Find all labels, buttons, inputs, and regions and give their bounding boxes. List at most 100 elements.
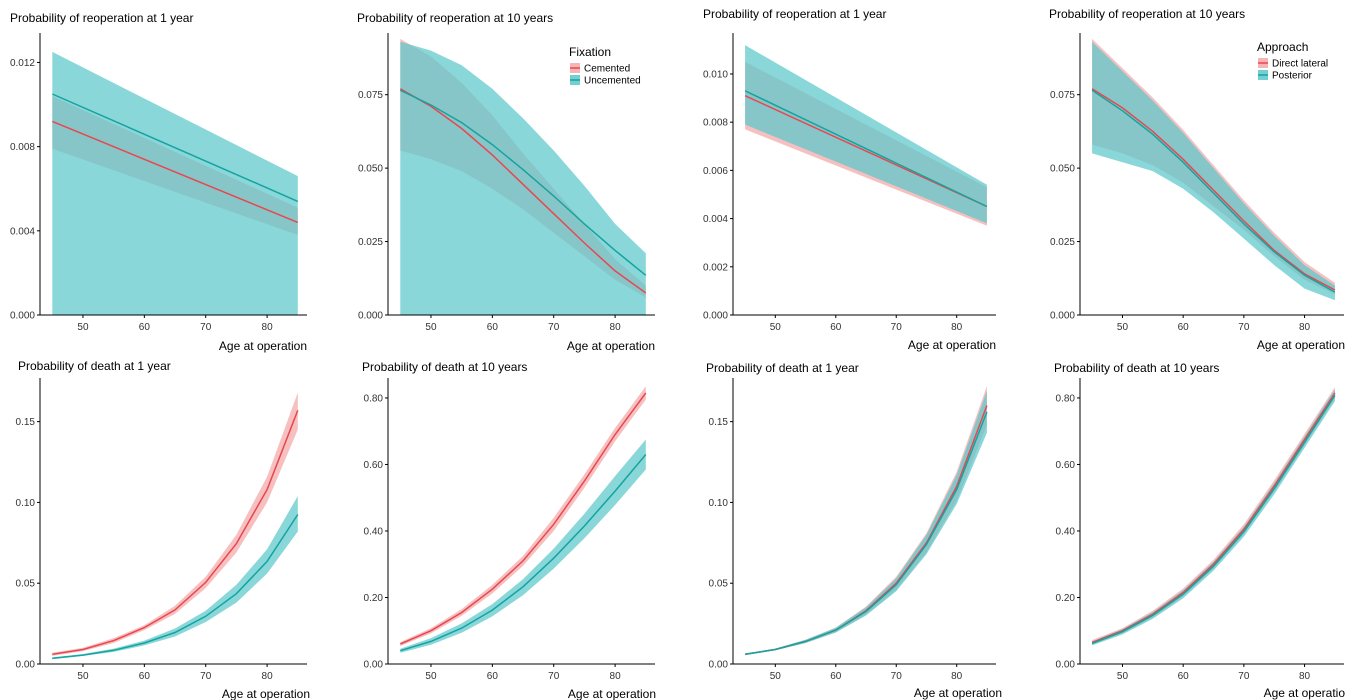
x-tick-label: 50 <box>425 322 437 333</box>
x-tick-label: 70 <box>891 322 903 333</box>
y-tick-label: 0.025 <box>358 237 383 248</box>
series-line-posterior <box>744 90 988 208</box>
ci-band-cemented <box>52 392 298 656</box>
series-line-uncemented <box>52 514 299 660</box>
ci-band-uncemented <box>400 41 646 316</box>
series-line-cemented <box>400 392 647 645</box>
y-tick-label: 0.40 <box>364 526 384 537</box>
series-line-cemented <box>399 88 647 294</box>
x-tick-label: 70 <box>891 671 903 682</box>
x-tick-label: 70 <box>200 671 212 682</box>
x-tick-label: 50 <box>1117 671 1129 682</box>
x-tick-label: 60 <box>830 322 842 333</box>
x-tick-label: 60 <box>139 671 151 682</box>
legend-title: Approach <box>1257 40 1308 54</box>
y-tick-label: 0.004 <box>703 214 728 225</box>
y-tick-label: 0.025 <box>1050 237 1075 248</box>
series-line-direct-lateral <box>1091 392 1336 644</box>
legend-label: Posterior <box>1272 71 1313 82</box>
x-tick-label: 80 <box>1299 322 1311 333</box>
y-tick-label: 0.60 <box>1056 460 1076 471</box>
chart-panel-app-death-1y: 0.00 0.05 0.10 0.15 50 60 70 80 Probability of d… <box>706 361 1002 700</box>
y-tick-label: 0.80 <box>1056 393 1076 404</box>
x-tick-label: 80 <box>951 322 963 333</box>
series-line-uncemented <box>399 89 647 276</box>
chart-title: Probability of reoperation at 10 years <box>357 11 553 25</box>
chart-panel-fix-reop-10y: 0.000 0.025 0.050 0.075 50 60 70 80 Probability … <box>357 11 655 353</box>
y-tick-label: 0.15 <box>709 417 729 428</box>
series-line-direct-lateral <box>1091 88 1336 291</box>
x-tick-label: 70 <box>200 322 212 333</box>
x-tick-label: 70 <box>1238 671 1250 682</box>
ci-band-cemented <box>400 386 646 646</box>
x-tick-label: 50 <box>425 671 437 682</box>
y-tick-label: 0.10 <box>709 498 729 509</box>
chart-title: Probability of reoperation at 10 years <box>1049 7 1245 21</box>
y-tick-label: 0.05 <box>709 579 729 590</box>
series-line-uncemented <box>51 93 299 203</box>
legend-label: Uncemented <box>584 76 641 87</box>
y-tick-label: 0.00 <box>364 660 384 671</box>
chart-panel-app-death-10y: 0.00 0.20 0.40 0.60 0.80 50 60 70 80 Probability … <box>1054 361 1345 700</box>
y-tick-label: 0.000 <box>358 311 383 322</box>
x-axis-label: Age at operation <box>1257 338 1345 352</box>
x-axis-label: Age at operation <box>567 339 655 353</box>
series-line-cemented <box>52 410 299 656</box>
x-tick-label: 80 <box>1299 671 1311 682</box>
y-tick-label: 0.15 <box>16 417 36 428</box>
y-tick-label: 0.002 <box>703 262 728 273</box>
y-tick-label: 0.050 <box>1050 164 1075 175</box>
y-tick-label: 0.075 <box>358 90 383 101</box>
x-tick-label: 50 <box>770 322 782 333</box>
ci-band-posterior <box>745 45 987 224</box>
y-tick-label: 0.000 <box>703 311 728 322</box>
y-tick-label: 0.05 <box>16 579 36 590</box>
y-tick-label: 0.00 <box>709 660 729 671</box>
x-tick-label: 60 <box>139 322 151 333</box>
x-tick-label: 70 <box>548 322 560 333</box>
x-tick-label: 60 <box>487 671 499 682</box>
x-tick-label: 60 <box>830 671 842 682</box>
y-tick-label: 0.00 <box>1056 660 1076 671</box>
legend-label: Cemented <box>584 64 630 75</box>
y-tick-label: 0.80 <box>364 393 384 404</box>
chart-title: Probability of death at 1 year <box>18 359 171 373</box>
x-tick-label: 50 <box>1117 322 1129 333</box>
y-tick-label: 0.20 <box>1056 593 1076 604</box>
y-tick-label: 0.004 <box>10 226 35 237</box>
y-tick-label: 0.000 <box>10 311 35 322</box>
series-line-cemented <box>52 120 299 224</box>
ci-band-uncemented <box>52 496 298 660</box>
chart-title: Probability of reoperation at 1 year <box>703 7 886 21</box>
ci-band-direct-lateral <box>1092 387 1335 645</box>
y-tick-label: 0.60 <box>364 460 384 471</box>
x-axis-label: Age at operation <box>568 687 656 700</box>
y-tick-label: 0.000 <box>1050 311 1075 322</box>
ci-band-posterior <box>745 390 987 656</box>
y-tick-label: 0.006 <box>703 166 728 177</box>
y-tick-label: 0.008 <box>10 142 35 153</box>
legend-label: Direct lateral <box>1272 59 1328 70</box>
x-tick-label: 70 <box>548 671 560 682</box>
y-tick-label: 0.075 <box>1050 90 1075 101</box>
x-axis-label: Age at operatio <box>1264 686 1346 700</box>
chart-panel-fix-reop-1y: 0.000 0.004 0.008 0.012 50 60 70 80 Probability … <box>10 11 307 353</box>
x-tick-label: 70 <box>1238 322 1250 333</box>
x-tick-label: 80 <box>610 671 622 682</box>
y-tick-label: 0.010 <box>703 69 728 80</box>
y-tick-label: 0.012 <box>10 58 35 69</box>
ci-band-posterior <box>1092 41 1335 301</box>
chart-panel-fix-death-10y: 0.00 0.20 0.40 0.60 0.80 50 60 70 80 Probability … <box>362 360 656 700</box>
x-tick-label: 80 <box>262 671 274 682</box>
y-tick-label: 0.40 <box>1056 526 1076 537</box>
chart-panel-fix-death-1y: 0.00 0.05 0.10 0.15 50 60 70 80 Probability of d… <box>16 359 310 700</box>
legend-title: Fixation <box>569 45 611 59</box>
x-tick-label: 50 <box>77 671 89 682</box>
series-line-direct-lateral <box>744 405 988 656</box>
x-tick-label: 60 <box>1178 322 1190 333</box>
series-line-posterior <box>744 411 988 656</box>
chart-title: Probability of death at 10 years <box>362 360 527 374</box>
